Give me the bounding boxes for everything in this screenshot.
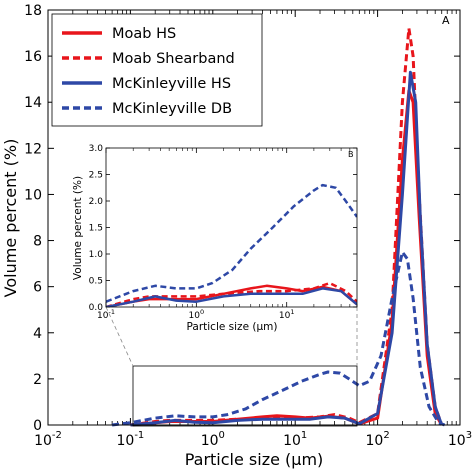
inset-ytick-label: 1.0 xyxy=(89,250,104,260)
main-xtick-label: 100 xyxy=(201,430,225,449)
series-line-mckinleyville-hs xyxy=(130,70,444,427)
inset-ytick-label: 1.5 xyxy=(89,224,103,234)
series-line-mckinleyville-db xyxy=(111,250,446,427)
legend-label: McKinleyville DB xyxy=(112,101,232,117)
main-xtick-label: 102 xyxy=(365,430,389,449)
panel-label-a: A xyxy=(442,14,450,27)
inset-panel-b: 0.0 0.5 1.0 1.5 2.0 2.5 3.0 10-1 100 101 B Volume… xyxy=(72,144,358,333)
panel-label-b: B xyxy=(348,150,354,159)
main-ytick-label: 2 xyxy=(33,372,42,388)
legend-label: Moab HS xyxy=(112,26,176,42)
main-ytick-label: 18 xyxy=(24,3,42,19)
inset-series-line-moab-shearband xyxy=(106,281,357,307)
main-ytick-label: 8 xyxy=(33,234,42,250)
main-ylabel: Volume percent (%) xyxy=(1,139,20,298)
main-xtick-label: 10-2 xyxy=(34,430,62,449)
inset-ylabel: Volume percent (%) xyxy=(72,176,84,280)
main-xlabel: Particle size (μm) xyxy=(185,450,324,469)
inset-y-axis-label: Volume percent (%) xyxy=(72,176,84,280)
main-ytick-label: 12 xyxy=(24,141,42,157)
inset-ytick-label: 3.0 xyxy=(89,144,104,154)
main-ytick-label: 6 xyxy=(33,280,42,296)
inset-ytick-label: 0.0 xyxy=(89,303,104,313)
main-plot-frame xyxy=(47,9,461,426)
inset-series-line-mckinleyville-hs xyxy=(106,287,357,307)
main-ytick-label: 14 xyxy=(24,95,42,111)
main-plot-lines xyxy=(111,26,446,427)
legend-label: McKinleyville HS xyxy=(112,76,231,92)
main-y-axis-label: Volume percent (%) xyxy=(1,139,20,298)
legend-label: Moab Shearband xyxy=(112,51,235,67)
inset-xlabel: Particle size (μm) xyxy=(187,321,278,333)
inset-frame xyxy=(105,147,358,308)
main-xtick-label: 101 xyxy=(283,430,307,449)
inset-xtick-label: 101 xyxy=(279,308,295,321)
main-ytick-label: 16 xyxy=(24,49,42,65)
legend: Moab HS Moab Shearband McKinleyville HS McK… xyxy=(51,13,263,127)
series-line-moab-shearband xyxy=(130,26,444,427)
legend-items: Moab HS Moab Shearband McKinleyville HS McK… xyxy=(62,26,235,117)
inset-ytick-label: 0.5 xyxy=(89,277,103,287)
inset-background xyxy=(106,148,357,307)
main-axis-ticks: 0 2 4 6 8 10 12 14 16 18 10-2 10-1 100 101 102 103 xyxy=(24,3,472,449)
inset-plot-lines xyxy=(106,183,357,307)
main-ytick-label: 4 xyxy=(33,326,42,342)
main-ytick-label: 10 xyxy=(24,187,42,203)
inset-ytick-label: 2.0 xyxy=(89,197,104,207)
inset-series-line-mckinleyville-db xyxy=(106,183,357,303)
main-xtick-label: 10-1 xyxy=(116,430,144,449)
inset-axis-ticks: 0.0 0.5 1.0 1.5 2.0 2.5 3.0 10-1 100 101 xyxy=(89,144,358,321)
inset-ytick-label: 2.5 xyxy=(89,171,103,181)
zoom-region-box xyxy=(132,365,358,427)
main-xtick-label: 103 xyxy=(448,430,472,449)
zoom-connector-left xyxy=(105,306,134,367)
inset-xtick-label: 10-1 xyxy=(97,308,115,321)
inset-xtick-label: 100 xyxy=(189,308,205,321)
main-ytick-label: 0 xyxy=(33,418,42,434)
